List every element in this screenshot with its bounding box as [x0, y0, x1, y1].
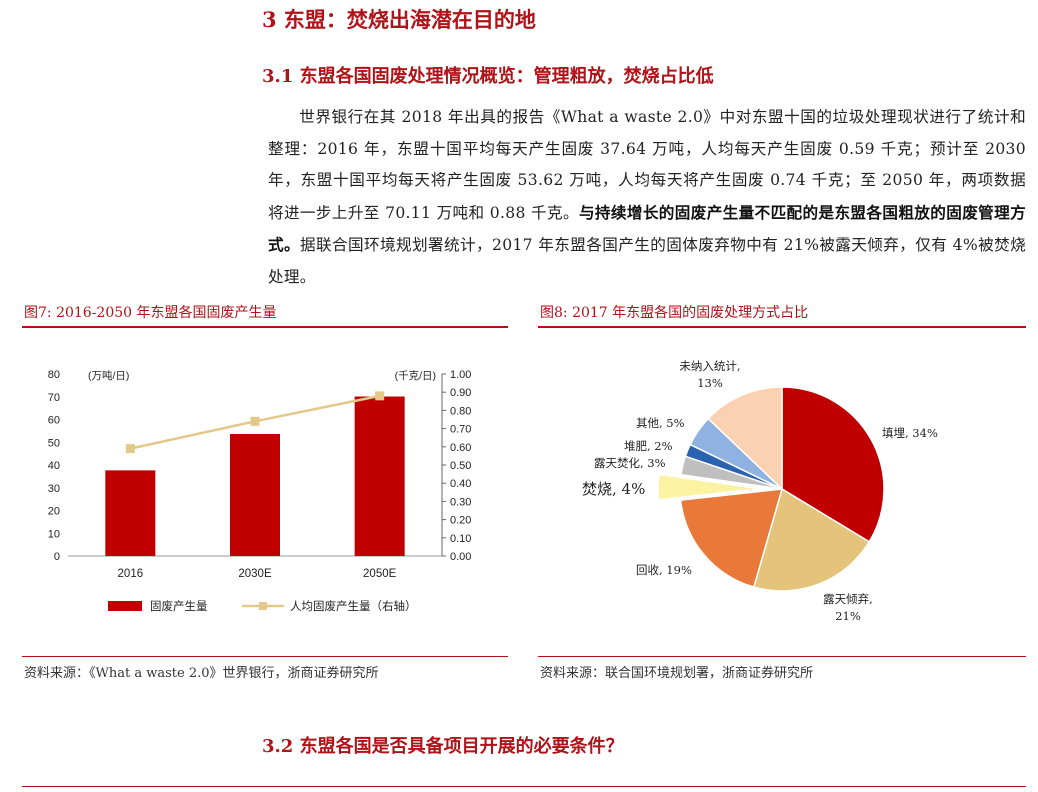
paragraph-text-tail: 据联合国环境规划署统计，2017 年东盟各国产生的固体废弃物中有 21%被露天倾… [268, 236, 1027, 286]
legend-line-marker [259, 602, 267, 610]
right-tick-label: 1.00 [450, 369, 471, 381]
legend-bar-label: 固废产生量 [150, 599, 208, 613]
page-bottom-rule [22, 786, 1026, 787]
pie-slice [707, 386, 783, 491]
category-label: 2030E [238, 568, 272, 580]
pie-slice [752, 487, 871, 592]
body-paragraph: 世界银行在其 2018 年出具的报告《What a waste 2.0》中对东盟… [268, 102, 1026, 294]
figure8-top-rule [538, 326, 1026, 328]
left-tick-label: 50 [48, 437, 60, 449]
subsection-heading-2: 3.2 东盟各国是否具备项目开展的必要条件？ [262, 736, 624, 757]
figure8-bottom-rule [538, 656, 1026, 657]
right-tick-label: 0.00 [450, 551, 471, 563]
legend-bar-swatch [108, 601, 142, 611]
left-axis-unit: (万吨/日) [88, 369, 129, 382]
pie-slice-label: 堆肥, 2% [624, 439, 673, 453]
pie-slice-label: 未纳入统计, [679, 359, 740, 373]
legend-line-label: 人均固废产生量（右轴） [290, 599, 417, 613]
right-tick-label: 0.80 [450, 405, 471, 417]
per-capita-marker [125, 444, 135, 454]
figure7-top-rule [22, 326, 508, 328]
figure7-bar-line-chart: 0 10 20 30 40 50 60 70 80 0.00 0.10 0.20 0.30 0.40 0.5… [48, 369, 472, 613]
pie-slice-label: 其他, 5% [636, 416, 685, 430]
right-tick-label: 0.30 [450, 496, 471, 508]
pie-slice-label: 回收, 19% [636, 563, 692, 577]
pie-slice [781, 386, 885, 543]
subsection-heading: 3.1 东盟各国固废处理情况概览：管理粗放，焚烧占比低 [262, 66, 714, 87]
left-tick-label: 30 [48, 483, 60, 495]
pie-slice-label: 21% [835, 609, 861, 623]
figure7-source: 资料来源：《What a waste 2.0》世界银行，浙商证券研究所 [24, 666, 379, 681]
figure8-source: 资料来源：联合国环境规划署，浙商证券研究所 [540, 666, 814, 681]
bar-2030E [230, 434, 280, 556]
right-tick-label: 0.70 [450, 424, 471, 436]
right-tick-label: 0.20 [450, 515, 471, 527]
right-tick-label: 0.10 [450, 533, 471, 545]
figure7-bottom-rule [22, 656, 508, 657]
left-tick-label: 0 [54, 551, 60, 563]
figure8-pie-chart: 填埋, 34% 露天倾弃, 21% 回收, 19% 焚烧, 4% 露天焚化, 3% 堆肥, … [582, 359, 938, 623]
paragraph-text: 世界银行在其 2018 年出具的报告《What a waste 2.0》中对东盟… [268, 108, 1026, 222]
figure7-title: 图7: 2016-2050 年东盟各国固废产生量 [24, 305, 277, 321]
pie-slice [679, 488, 784, 588]
per-capita-marker [250, 416, 260, 426]
per-capita-marker [375, 391, 385, 401]
right-tick-label: 0.50 [450, 460, 471, 472]
bar-2016 [105, 470, 156, 556]
pie-slice-label: 填埋, 34% [882, 426, 938, 440]
left-tick-label: 20 [48, 506, 60, 518]
category-label: 2016 [118, 568, 144, 580]
pie-slice-label: 焚烧, 4% [582, 480, 645, 498]
section-heading: 3 东盟：焚烧出海潜在目的地 [262, 7, 536, 32]
right-tick-label: 0.90 [450, 387, 471, 399]
category-label: 2050E [363, 568, 397, 580]
pie-slice-label: 13% [697, 376, 723, 390]
pie-slice [657, 473, 761, 501]
pie-slice-label: 露天倾弃, [823, 592, 873, 606]
right-tick-label: 0.60 [450, 442, 471, 454]
right-tick-label: 0.40 [450, 478, 471, 490]
left-tick-label: 60 [48, 415, 60, 427]
left-tick-label: 70 [48, 392, 60, 404]
pie-slice-label: 露天焚化, 3% [594, 456, 666, 470]
paragraph-bold-text: 与持续增长的固废产生量不匹配的是东盟各国粗放的固废管理方式。 [268, 202, 1026, 255]
left-tick-label: 80 [48, 369, 60, 381]
bar-2050E [354, 396, 405, 556]
left-tick-label: 40 [48, 460, 60, 472]
right-axis-unit: (千克/日) [395, 370, 436, 382]
left-tick-label: 10 [48, 528, 60, 540]
figure8-title: 图8: 2017 年东盟各国的固废处理方式占比 [540, 305, 809, 321]
